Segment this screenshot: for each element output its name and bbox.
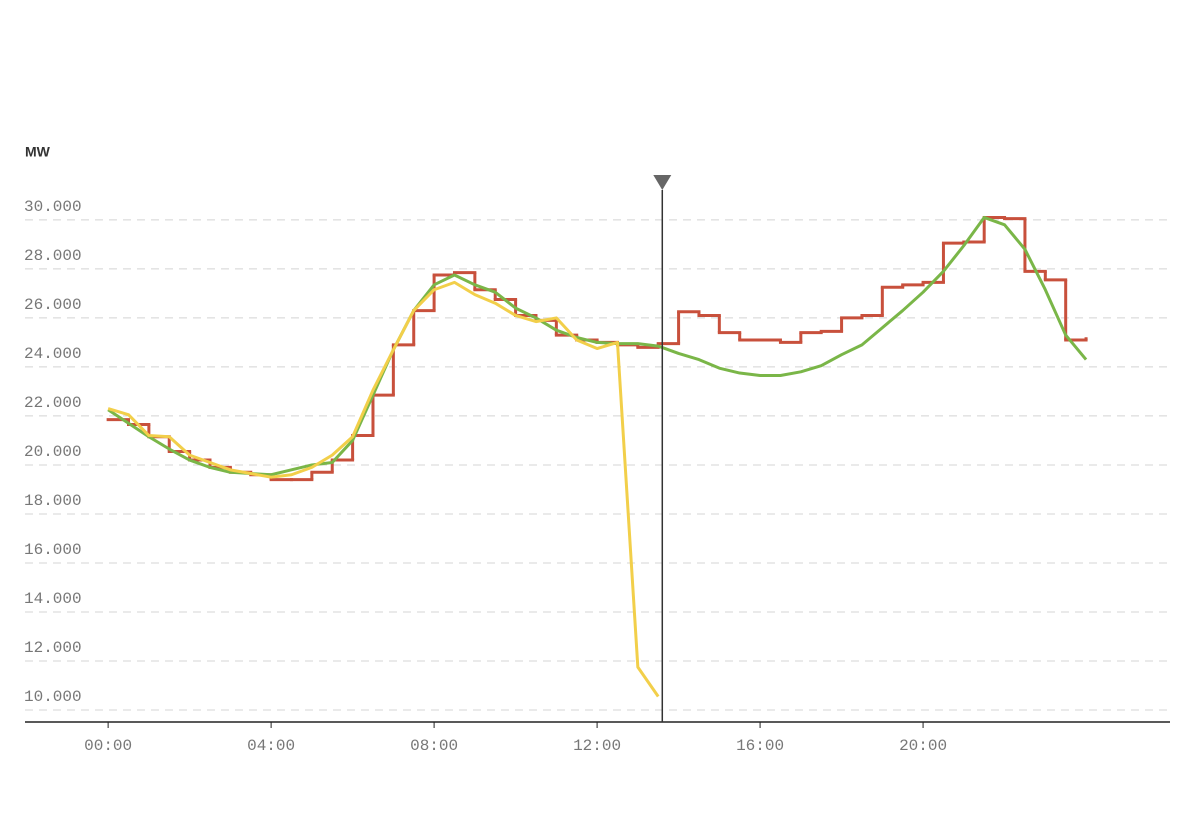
y-axis-label: MW: [25, 144, 51, 160]
x-tick-label: 08:00: [410, 737, 458, 755]
y-tick-label: 26.000: [24, 296, 82, 314]
y-tick-label: 28.000: [24, 247, 82, 265]
x-tick-label: 04:00: [247, 737, 295, 755]
x-tick-label: 20:00: [899, 737, 947, 755]
series-line: [107, 280, 660, 698]
x-tick-label: 00:00: [84, 737, 132, 755]
series-line: [107, 215, 1088, 477]
y-tick-label: 24.000: [24, 345, 82, 363]
y-tick-label: 30.000: [24, 198, 82, 216]
x-tick-label: 12:00: [573, 737, 621, 755]
cursor-handle: [653, 175, 672, 190]
y-tick-label: 18.000: [24, 492, 82, 510]
x-tick-label: 16:00: [736, 737, 784, 755]
y-tick-label: 22.000: [24, 394, 82, 412]
y-tick-label: 20.000: [24, 443, 82, 461]
y-tick-label: 16.000: [24, 541, 82, 559]
y-tick-label: 14.000: [24, 590, 82, 608]
y-tick-label: 10.000: [24, 688, 82, 706]
y-tick-label: 12.000: [24, 639, 82, 657]
